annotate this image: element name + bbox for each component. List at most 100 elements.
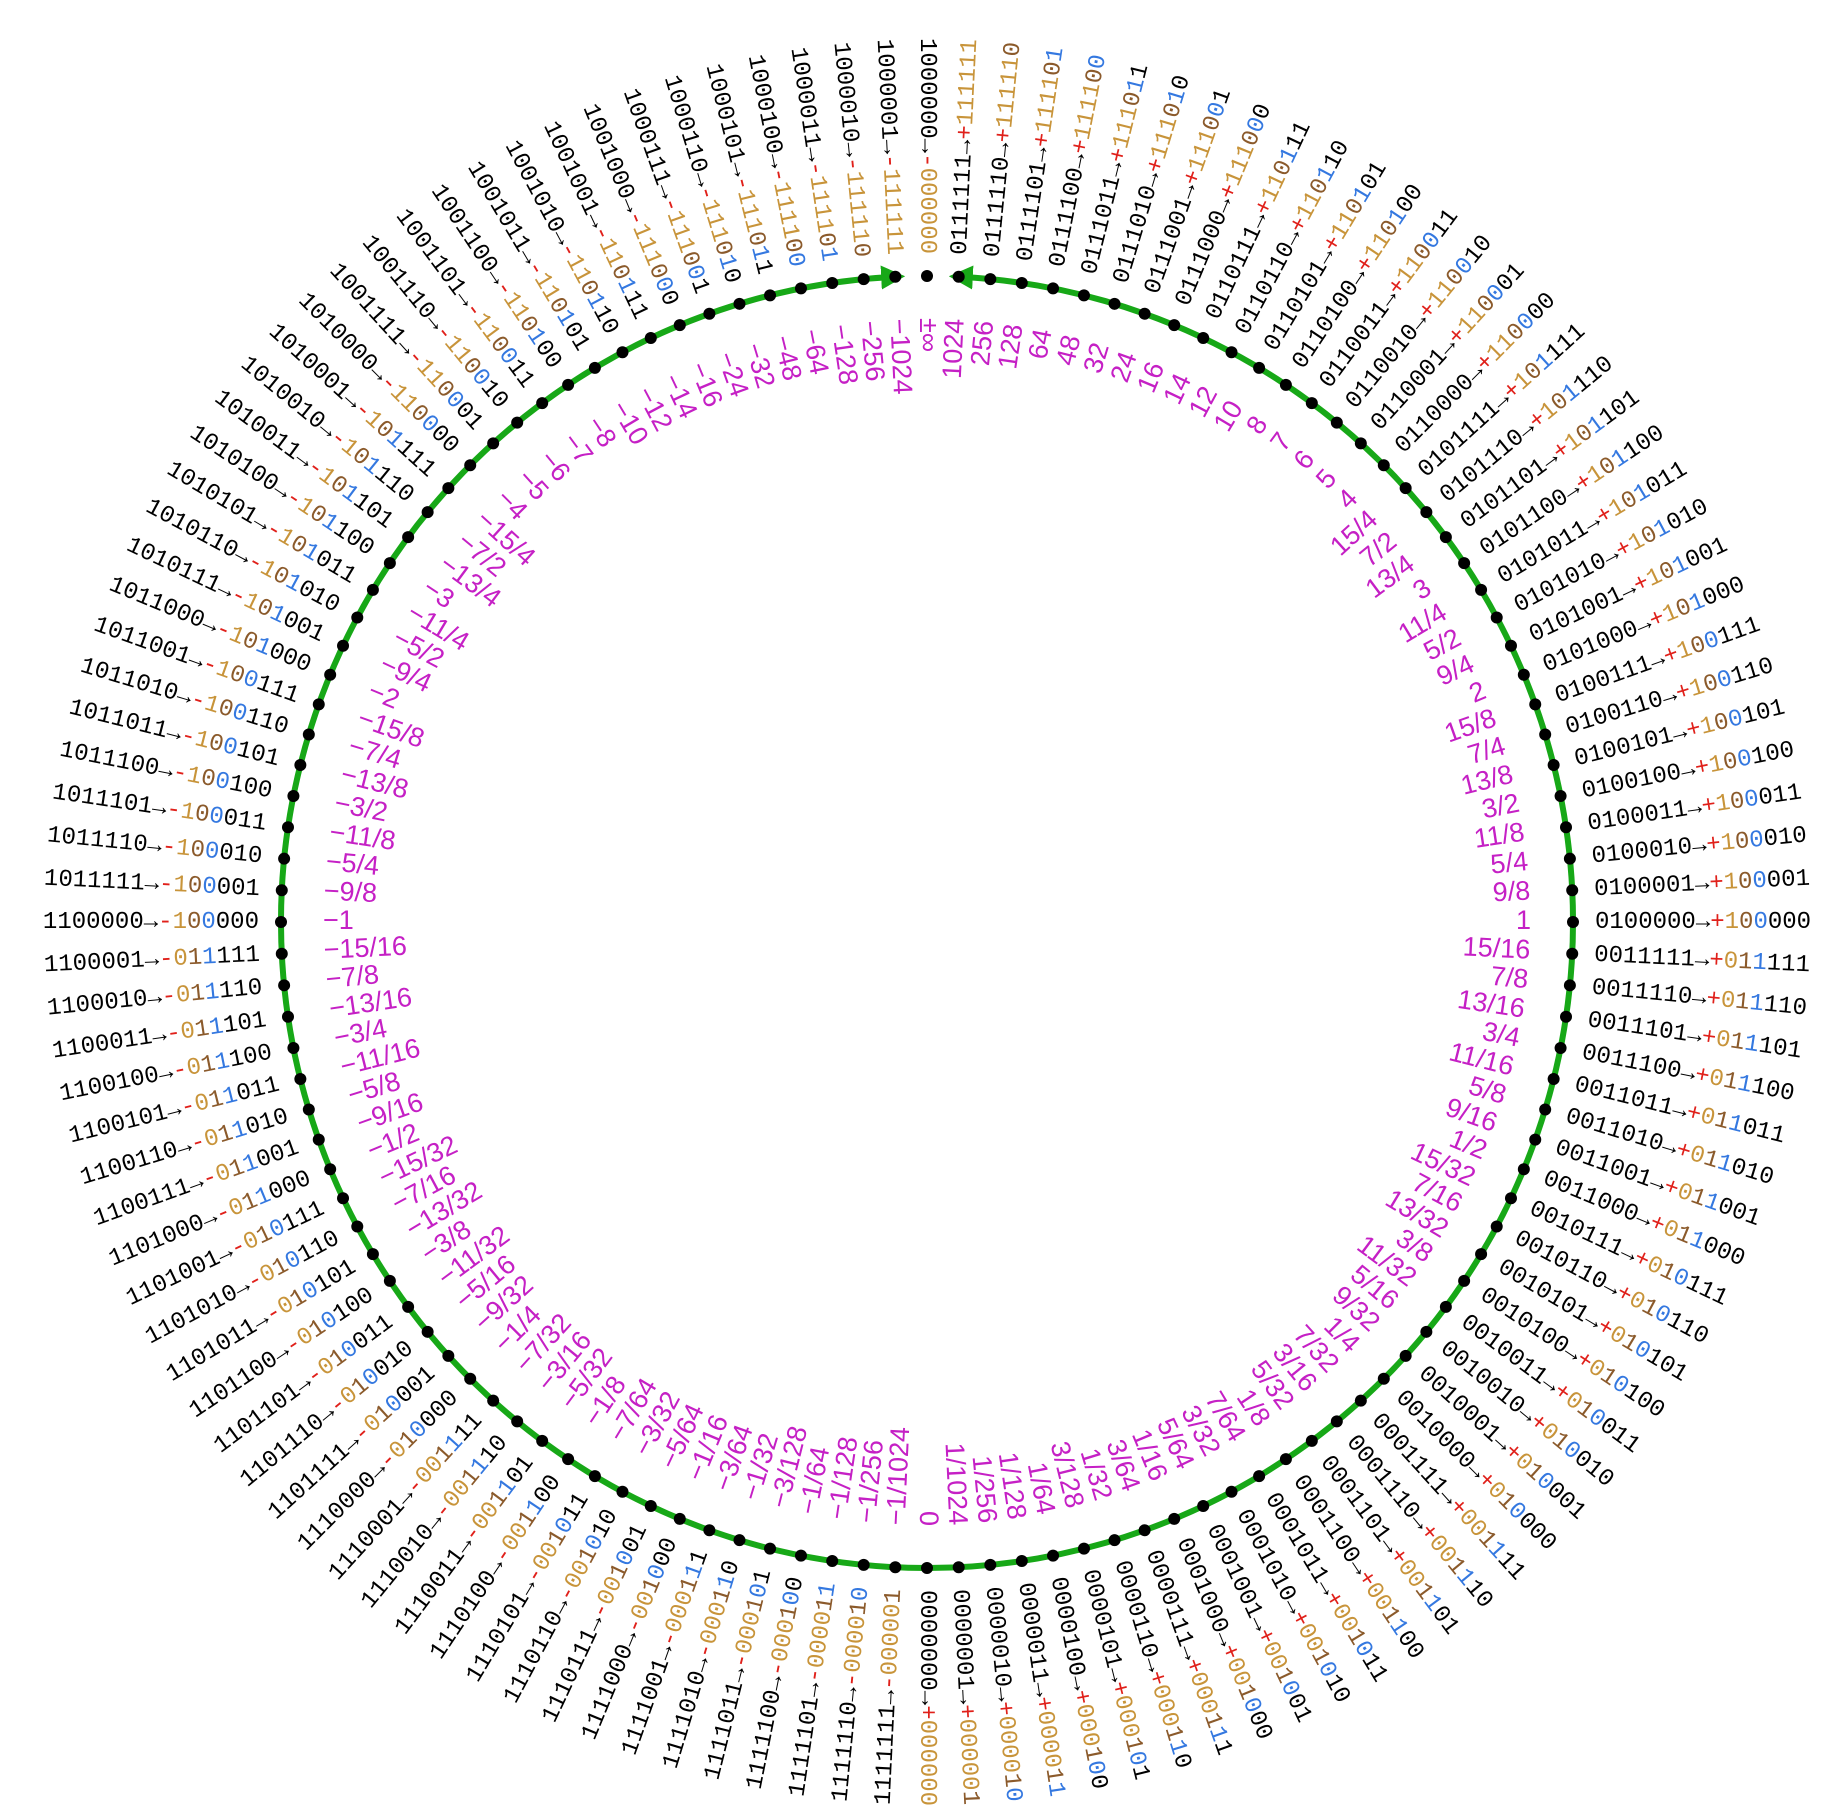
- code-bits: 1011110: [46, 823, 149, 860]
- sign: -: [161, 983, 178, 1011]
- sign: -: [726, 173, 756, 194]
- encoding-label: 1100001→-011111: [43, 942, 260, 980]
- fraction-bits: 1: [1126, 61, 1156, 82]
- sign: +: [1683, 1100, 1704, 1130]
- regime-terminator: 0: [187, 909, 201, 936]
- point-dot: [794, 1549, 807, 1562]
- regime-terminator: 0: [1000, 41, 1028, 58]
- value-label: 1: [1516, 905, 1531, 935]
- point-dot: [351, 611, 364, 624]
- point-dot: [1077, 1542, 1090, 1555]
- sign: -: [837, 156, 865, 173]
- regime-bits: 000000: [913, 168, 940, 254]
- sign: -: [800, 160, 829, 178]
- regime-terminator: 1: [1711, 1107, 1732, 1137]
- code-bits: 0100000: [1595, 909, 1696, 936]
- regime-terminator: 0: [777, 236, 806, 255]
- point-dot: [1517, 1163, 1530, 1176]
- point-dot: [1504, 1192, 1517, 1205]
- point-dot: [794, 282, 807, 295]
- fraction-bits: 000: [1699, 572, 1749, 613]
- sign: +: [1105, 145, 1135, 166]
- point-dot: [324, 668, 337, 681]
- regime-terminator: 0: [1728, 788, 1746, 817]
- point-dot: [1354, 437, 1367, 450]
- fraction-bits: 111: [1681, 1270, 1732, 1313]
- value-label: −5/4: [325, 846, 381, 881]
- point-dot: [826, 276, 839, 289]
- point-dot: [673, 319, 686, 332]
- point-dot: [1305, 1434, 1318, 1447]
- point-dot: [1168, 1512, 1181, 1525]
- code-bits: 0000010: [978, 1586, 1015, 1689]
- arrow: →: [913, 1691, 940, 1706]
- arrow: →: [146, 833, 164, 861]
- fraction-bits: 010: [218, 840, 264, 871]
- arrow: →: [146, 985, 164, 1013]
- fraction-bits: 101: [1757, 1033, 1804, 1066]
- arrow: →: [1678, 1060, 1698, 1089]
- point-dot: [952, 1561, 965, 1574]
- point-dot: [383, 557, 396, 570]
- point-dot: [487, 437, 500, 450]
- fraction-bits: 011: [1757, 780, 1804, 813]
- arrow: →: [876, 1689, 904, 1705]
- point-dot: [324, 1163, 337, 1176]
- point-dot: [312, 1133, 325, 1146]
- point-dot: [1253, 361, 1266, 374]
- point-dot: [302, 728, 315, 741]
- point-dot: [733, 1534, 746, 1547]
- arrow: →: [1026, 1681, 1055, 1700]
- fraction-bits: 110: [1728, 653, 1777, 691]
- sign: +: [1692, 1062, 1711, 1091]
- arrow: →: [913, 139, 940, 154]
- encoding-label: 0100001→+100001: [1594, 866, 1811, 904]
- code-bits: 0100010: [1591, 834, 1694, 871]
- code-bits: 1100011: [51, 1024, 155, 1066]
- regime-bits: 0000: [840, 1614, 873, 1674]
- regime-terminator: 1: [1038, 1766, 1067, 1784]
- code-bits: 1000001: [869, 38, 901, 140]
- point-dot: [921, 1562, 933, 1574]
- exponent-bits: 0: [213, 768, 232, 797]
- value-label: ±∞: [914, 318, 944, 352]
- exponent-bits: 1: [1123, 75, 1153, 96]
- value-label: −256: [855, 319, 891, 382]
- point-dot: [703, 307, 716, 320]
- point-dot: [464, 459, 477, 472]
- code-bits: 1100010: [46, 986, 149, 1023]
- point-dot: [383, 1274, 396, 1287]
- sign: -: [802, 1666, 831, 1684]
- point-dot: [337, 1192, 350, 1205]
- arrow: →: [144, 947, 160, 975]
- fraction-bits: 011: [234, 1072, 282, 1109]
- point-dot: [733, 297, 746, 310]
- code-bits: 1100000: [43, 909, 144, 936]
- value-label: 3/4: [1480, 1016, 1523, 1053]
- exponent-bits: 1: [1742, 1031, 1760, 1060]
- point-dot: [281, 1010, 294, 1023]
- point-dot: [673, 1512, 686, 1525]
- sign: +: [1029, 131, 1058, 149]
- regime-bits: 0: [175, 982, 192, 1010]
- point-dot: [402, 1300, 415, 1313]
- arrow: →: [800, 1680, 829, 1699]
- point-dot: [1458, 1274, 1471, 1287]
- regime-terminator: 1: [199, 1051, 218, 1080]
- regime-bits: 1: [179, 799, 197, 828]
- encoding-label: 1011101→-100011: [50, 780, 268, 838]
- regime-terminator: 1: [776, 1603, 805, 1622]
- code-bits: 1011111: [43, 866, 145, 898]
- exponent-bits: 0: [998, 1786, 1026, 1803]
- arrow: →: [762, 1673, 791, 1693]
- arrow: →: [1694, 871, 1710, 899]
- point-dot: [1490, 611, 1503, 624]
- point-dot: [1047, 282, 1060, 295]
- code-bits: 0000000: [913, 1590, 940, 1691]
- code-bits: 1011101: [50, 780, 154, 822]
- exponent-bits: 0: [201, 909, 215, 936]
- point-dot: [1529, 1133, 1542, 1146]
- arrow: →: [156, 1059, 176, 1088]
- sign: +: [951, 1704, 979, 1720]
- code-bits: 1111110: [828, 1700, 865, 1803]
